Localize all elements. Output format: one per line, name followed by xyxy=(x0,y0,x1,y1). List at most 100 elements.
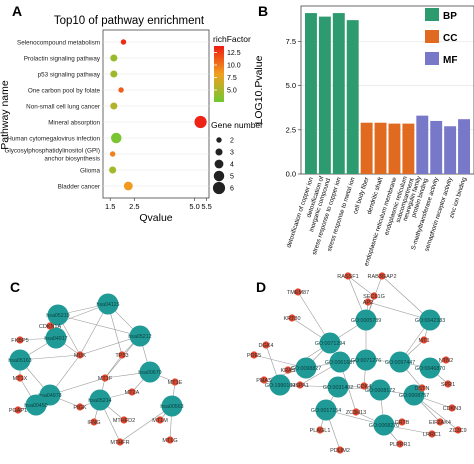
data-point xyxy=(111,132,122,144)
data-point xyxy=(110,102,118,110)
chart-b-bars xyxy=(305,13,470,174)
size-legend-title: Gene number xyxy=(211,120,263,130)
category-label: Glycosylphosphatidylinositol (GPI) anchor… xyxy=(4,148,100,163)
colorbar-ticks: 5.0 7.5 10.0 12.5 xyxy=(214,50,241,95)
chart-a-x-ticks: 1.5 2.5 5.0 5.5 xyxy=(105,198,212,211)
category-label: p53 signaling pathway xyxy=(38,72,101,79)
gene-node xyxy=(444,380,452,388)
gene-node-label: CRTB xyxy=(395,420,410,426)
gene-node xyxy=(250,351,258,359)
bar xyxy=(388,123,401,174)
edge xyxy=(367,301,431,321)
legend-label: MF xyxy=(443,55,457,66)
gene-node xyxy=(46,322,54,330)
chart-a-xlabel: Qvalue xyxy=(139,212,172,224)
bar xyxy=(360,122,373,174)
hub-node-label: hsa00450 xyxy=(24,403,47,409)
bar xyxy=(402,123,415,174)
hub-node-label: hsa05219 xyxy=(46,313,69,319)
panel-a: A Top10 of pathway enrichment Selenocomp… xyxy=(0,3,263,224)
chart-b-y-ticks: 0.0 2.5 5.0 7.5 xyxy=(286,37,301,179)
gene-node xyxy=(398,418,406,426)
hub-node xyxy=(89,389,111,411)
gene-node xyxy=(420,336,428,344)
hub-node xyxy=(389,351,411,373)
gene-node-label: LRRC1 xyxy=(423,432,441,438)
gene-node-label: CDK4 xyxy=(357,384,372,390)
hub-node-label: GO:0046870 xyxy=(415,366,445,372)
category-label: Selenocompound metabolism xyxy=(17,40,100,47)
chart-b-ylabel: LOG10.Pvalue xyxy=(253,55,265,124)
x-tick-label: 5.5 xyxy=(201,202,211,211)
x-tick-label: 2.5 xyxy=(129,202,139,211)
legend-label: CC xyxy=(443,33,457,44)
network-c-nodes: hsa05219 hsa04115 hsa04917 hsa05212 hsa05163… xyxy=(8,293,184,446)
hub-node-label: hsa00670 xyxy=(138,370,161,376)
edge xyxy=(381,275,431,321)
gene-node xyxy=(428,430,436,438)
gene-node-label: DSTN xyxy=(415,386,430,392)
gene-node-label: MT1 xyxy=(419,338,430,344)
colorbar-title: richFactor xyxy=(213,34,251,44)
hub-node xyxy=(319,332,341,354)
hub-node-label: hsa00563 xyxy=(160,404,183,410)
size-legend: 2 3 4 5 6 xyxy=(212,137,234,195)
hub-node-label: GO:0008757 xyxy=(399,393,429,399)
hub-node-label: GO:0031402 xyxy=(323,385,353,391)
gene-node-label: RASSF1 xyxy=(337,274,358,280)
y-tick-label: 0.0 xyxy=(286,170,296,179)
hub-node-label: GO:0071276 xyxy=(351,358,381,364)
gene-node-label: FKBP5 xyxy=(11,338,28,344)
bar xyxy=(318,16,331,174)
size-legend-dot xyxy=(214,159,224,169)
panel-d: D GO:0005789 GO:0042383 GO:0071294 GO:00988… xyxy=(247,272,467,454)
legend-swatch xyxy=(425,8,439,21)
gene-node xyxy=(128,388,136,396)
hub-node-label: GO:1990169 xyxy=(265,383,295,389)
gene-node-label: MT1F xyxy=(98,376,113,382)
colorbar-tick-label: 10.0 xyxy=(227,63,241,70)
category-label: Non-small cell lung cancer xyxy=(26,104,100,111)
hub-node-label: hsa04978 xyxy=(38,393,61,399)
chart-a-category-labels: Selenocompound metabolism Prolactin signa… xyxy=(4,40,100,191)
category-label: Prolactin signaling pathway xyxy=(24,56,101,63)
hub-node xyxy=(97,293,119,315)
gene-node xyxy=(296,381,304,389)
hub-node-label: GO:0017154 xyxy=(311,408,341,414)
chart-b-legend: BP CC MF xyxy=(425,8,457,66)
hub-node-label: GO:0008172 xyxy=(365,388,395,394)
colorbar-tick-label: 12.5 xyxy=(227,50,241,57)
gene-node xyxy=(442,356,450,364)
gene-node xyxy=(288,314,296,322)
edge xyxy=(119,405,173,443)
colorbar-tick-label: 5.0 xyxy=(227,88,237,95)
hub-node xyxy=(373,414,395,436)
data-point xyxy=(109,151,116,157)
gene-node-label: MT1G xyxy=(162,438,177,444)
gene-node xyxy=(352,408,360,416)
gene-node xyxy=(16,336,24,344)
hub-node xyxy=(47,304,69,326)
gene-node-label: MT1M xyxy=(152,418,168,424)
gene-node-label: PLPPR1 xyxy=(389,442,410,448)
gene-node xyxy=(16,374,24,382)
gene-node-label: TMEM87 xyxy=(287,290,309,296)
gene-node xyxy=(120,416,128,424)
data-point xyxy=(123,181,133,191)
category-label: Mineral absorption xyxy=(48,120,100,127)
bar xyxy=(416,115,429,174)
panel-a-label: A xyxy=(12,3,22,19)
size-legend-dot xyxy=(216,137,222,143)
data-point xyxy=(194,115,207,129)
hub-node xyxy=(45,327,67,349)
bar xyxy=(374,122,387,174)
bar xyxy=(305,13,317,174)
bar xyxy=(458,119,470,174)
gene-node xyxy=(436,418,444,426)
gene-node xyxy=(262,341,270,349)
hub-node xyxy=(419,357,441,379)
gene-node xyxy=(370,292,378,300)
gene-node-label: PIGK xyxy=(73,405,86,411)
size-legend-label: 2 xyxy=(230,138,234,145)
